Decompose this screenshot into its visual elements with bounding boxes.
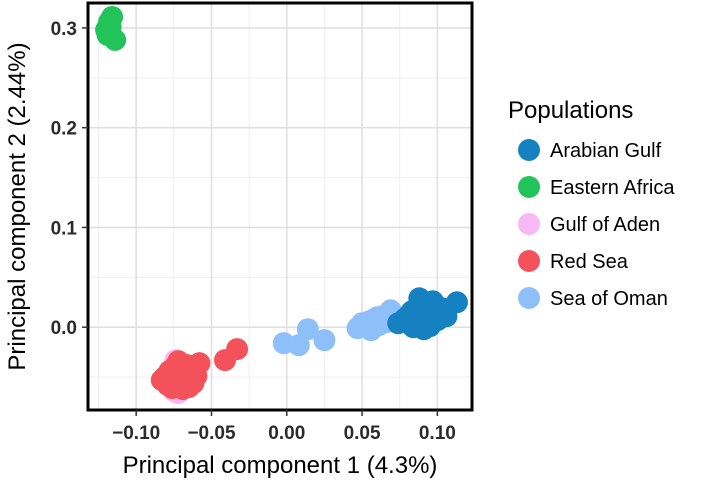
legend-key-eastern-africa [518, 176, 540, 198]
x-axis-label: Principal component 1 (4.3%) [123, 452, 438, 479]
point-sea-of-oman [351, 312, 374, 335]
data-points [95, 5, 468, 405]
point-arabian-gulf [418, 315, 441, 338]
axis-ticks: −0.10 −0.05 0.00 0.05 0.10 0.0 0.1 0.2 0.3 [51, 19, 456, 444]
y-tick-label: 0.3 [51, 19, 77, 40]
point-red-sea [173, 368, 196, 391]
point-eastern-africa [99, 15, 122, 38]
legend: Populations Arabian Gulf Eastern Africa Gu… [508, 97, 675, 310]
point-sea-of-oman [287, 334, 310, 357]
legend-key-red-sea [518, 250, 540, 272]
legend-key-arabian-gulf [518, 139, 540, 161]
point-sea-of-oman [313, 329, 336, 352]
legend-label-gulf-of-aden: Gulf of Aden [550, 214, 660, 236]
x-tick-label: 0.00 [268, 423, 305, 444]
point-arabian-gulf [445, 291, 468, 314]
y-tick-label: 0.1 [51, 218, 78, 239]
legend-label-eastern-africa: Eastern Africa [550, 177, 675, 199]
point-red-sea [226, 338, 249, 361]
y-tick-label: 0.2 [51, 119, 77, 140]
panel-border [86, 1, 474, 412]
legend-label-arabian-gulf: Arabian Gulf [550, 140, 662, 162]
grid-lines [88, 3, 472, 410]
legend-label-sea-of-oman: Sea of Oman [550, 288, 668, 310]
x-tick-label: −0.05 [187, 423, 236, 444]
y-tick-label: 0.0 [51, 318, 77, 339]
legend-key-sea-of-oman [518, 287, 540, 309]
x-tick-label: 0.05 [344, 423, 381, 444]
legend-title: Populations [508, 97, 633, 124]
point-sea-of-oman [296, 318, 319, 341]
x-tick-label: −0.10 [112, 423, 160, 444]
y-axis-label: Principal component 2 (2.44%) [4, 42, 31, 370]
x-tick-label: 0.10 [419, 423, 456, 444]
legend-label-red-sea: Red Sea [550, 251, 629, 273]
legend-key-gulf-of-aden [518, 213, 540, 235]
